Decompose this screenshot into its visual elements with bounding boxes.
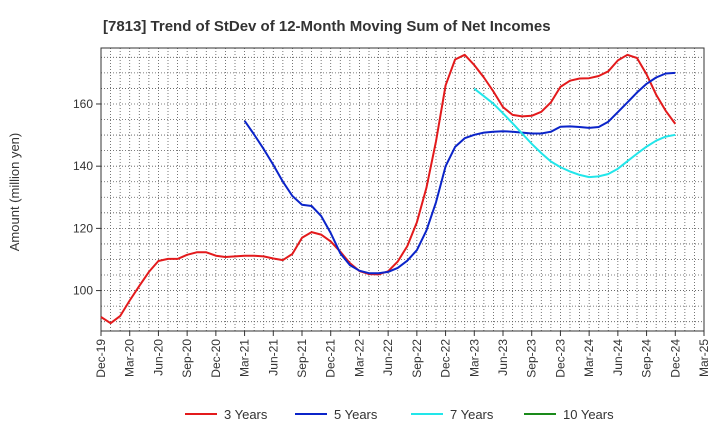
y-tick-label: 160 xyxy=(73,97,93,111)
x-tick-label: Mar-21 xyxy=(238,339,252,377)
y-tick-label: 120 xyxy=(73,221,93,235)
x-tick-label: Jun-20 xyxy=(151,339,165,376)
x-tick-label: Dec-23 xyxy=(553,339,567,378)
chart-title: [7813] Trend of StDev of 12-Month Moving… xyxy=(103,18,551,35)
x-tick-label: Dec-24 xyxy=(668,339,682,378)
plot-area: 100 120 140 160 Dec-19 Mar-20 Jun-20 Sep-20 Dec-… xyxy=(73,47,711,378)
y-tick-label: 100 xyxy=(73,284,93,298)
x-tick-label: Dec-19 xyxy=(94,339,108,378)
x-tick-label: Dec-21 xyxy=(324,339,338,378)
x-tick-label: Sep-20 xyxy=(180,339,194,378)
x-tick-label: Mar-20 xyxy=(123,339,137,377)
x-tick-label: Jun-22 xyxy=(381,339,395,376)
legend-label: 3 Years xyxy=(224,407,268,422)
x-tick-label: Sep-24 xyxy=(640,339,654,378)
x-tick-label: Mar-22 xyxy=(352,339,366,377)
legend: 3 Years 5 Years 7 Years 10 Years xyxy=(185,407,614,422)
legend-label: 5 Years xyxy=(334,407,378,422)
x-tick-label: Sep-21 xyxy=(295,339,309,378)
x-tick-label: Dec-20 xyxy=(209,339,223,378)
x-tick-label: Mar-25 xyxy=(697,339,711,377)
x-tick-label: Mar-23 xyxy=(467,339,481,377)
plot-border xyxy=(100,47,705,332)
series-line-5-years xyxy=(243,71,676,275)
legend-label: 10 Years xyxy=(563,407,614,422)
x-tick-label: Sep-23 xyxy=(525,339,539,378)
y-tick-label: 140 xyxy=(73,159,93,173)
x-tick-label: Jun-21 xyxy=(266,339,280,376)
x-tick-label: Mar-24 xyxy=(582,339,596,377)
legend-label: 7 Years xyxy=(450,407,494,422)
x-tick-label: Dec-22 xyxy=(439,339,453,378)
y-axis-label: Amount (million yen) xyxy=(7,133,22,252)
x-tick-label: Sep-22 xyxy=(410,339,424,378)
x-tick-label: Jun-24 xyxy=(611,339,625,376)
x-tick-label: Jun-23 xyxy=(496,339,510,376)
series-line-7-years xyxy=(473,87,676,179)
